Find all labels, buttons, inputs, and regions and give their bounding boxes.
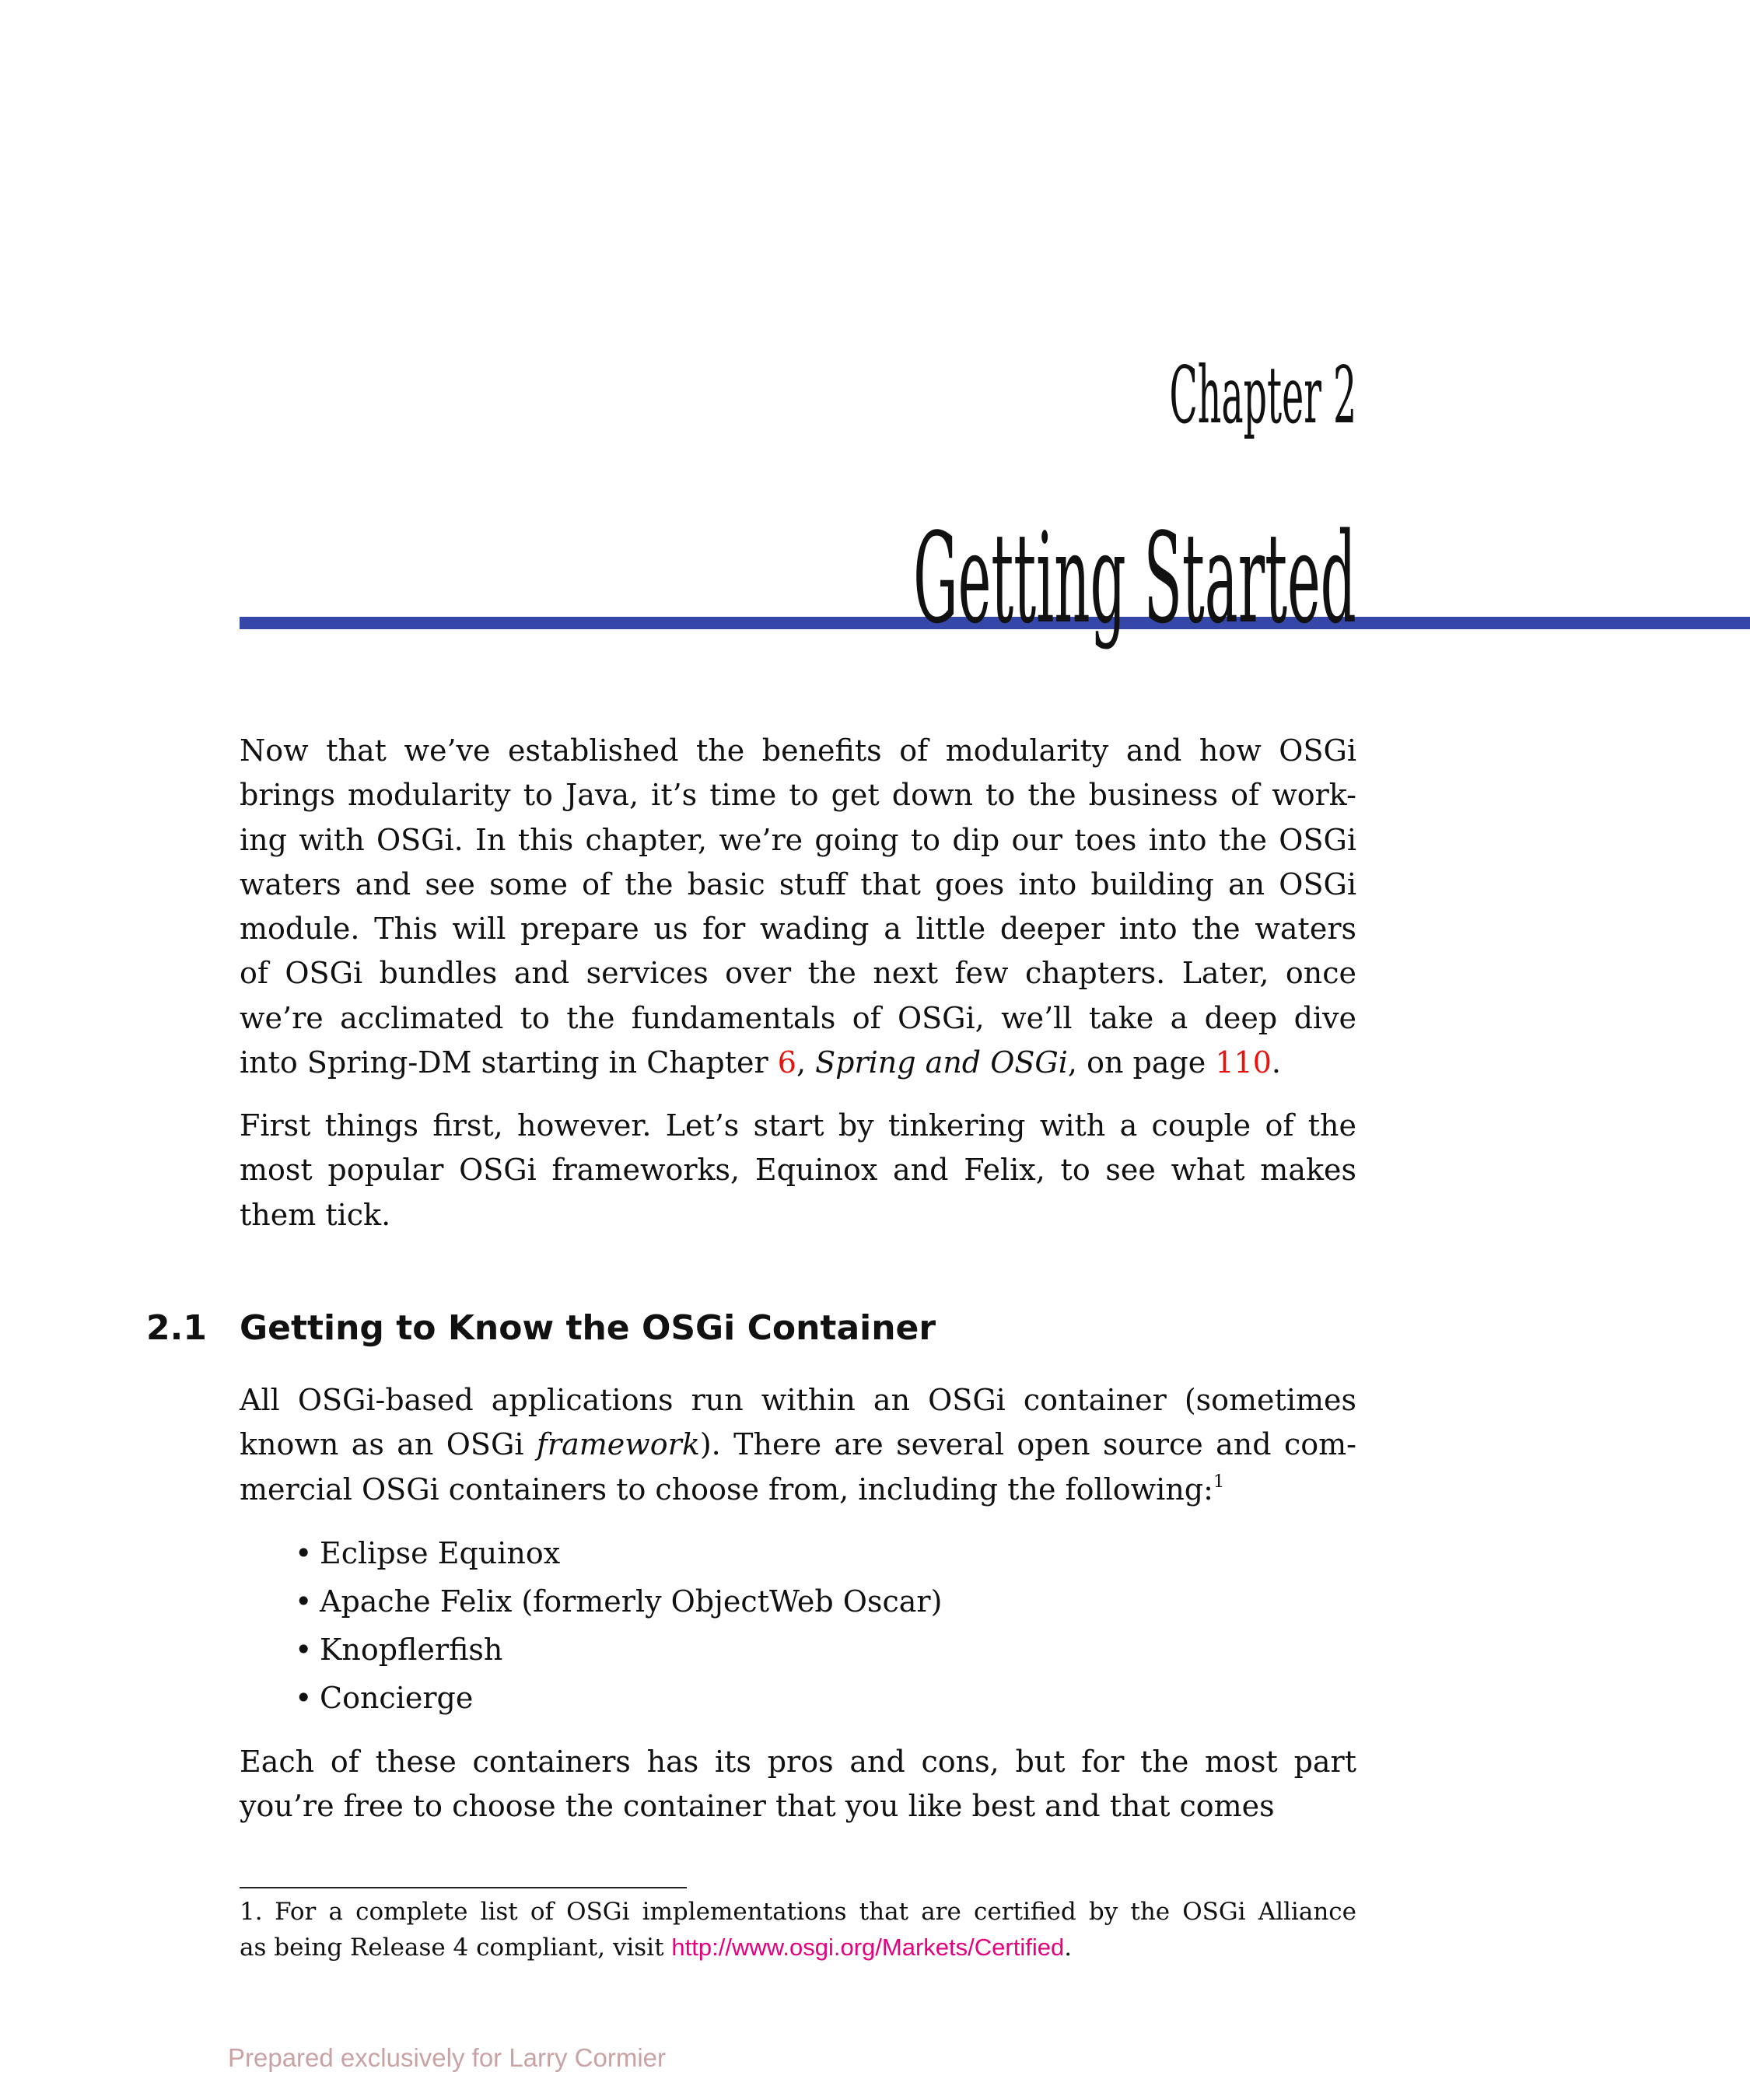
list-item-text: Eclipse Equinox (320, 1536, 561, 1570)
emphasis-text: framework (536, 1427, 700, 1462)
text-run: Now that we’ve established the benefits … (240, 733, 1356, 768)
title-rule (240, 617, 1750, 629)
text-line: brings modularity to Java, it’s time to … (240, 773, 1356, 817)
text-line: 1. For a complete list of OSGi implement… (240, 1895, 1356, 1930)
intro-paragraph: Now that we’ve established the benefits … (240, 729, 1356, 1085)
url-link[interactable]: http://www.osgi.org/Markets/Certified (671, 1934, 1065, 1961)
text-run: module. This will prepare us for wading … (240, 912, 1356, 947)
text-run: Each of these containers has its pros an… (240, 1745, 1356, 1779)
text-run: All OSGi-based applications run within a… (240, 1383, 1356, 1417)
list-item-text: Apache Felix (formerly ObjectWeb Oscar) (320, 1584, 943, 1619)
bullet-icon: • (295, 1681, 313, 1715)
text-line: known as an OSGi framework). There are s… (240, 1423, 1356, 1467)
text-run: you’re free to choose the container that… (240, 1789, 1275, 1824)
bullet-icon: • (295, 1584, 313, 1619)
text-run: 1. For a complete list of OSGi implement… (240, 1898, 1356, 1926)
text-line: you’re free to choose the container that… (240, 1784, 1356, 1829)
text-line: First things first, however. Let’s start… (240, 1104, 1356, 1148)
text-line: them tick. (240, 1193, 1356, 1237)
text-run: as being Release 4 compliant, visit (240, 1934, 672, 1962)
text-run: . (1271, 1045, 1281, 1080)
section-title: Getting to Know the OSGi Container (240, 1308, 936, 1348)
chapter-label: Chapter 2 (1169, 349, 1356, 441)
text-run: them tick. (240, 1197, 391, 1232)
text-line: as being Release 4 compliant, visit http… (240, 1930, 1356, 1965)
text-line: All OSGi-based applications run within a… (240, 1378, 1356, 1423)
bullet-icon: • (295, 1536, 313, 1570)
cross-reference-link[interactable]: 6 (777, 1045, 796, 1080)
text-run: ing with OSGi. In this chapter, we’re go… (240, 822, 1356, 857)
text-line: ing with OSGi. In this chapter, we’re go… (240, 818, 1356, 863)
text-run: brings modularity to Java, it’s time to … (240, 778, 1356, 813)
text-line: Each of these containers has its pros an… (240, 1740, 1356, 1784)
text-run: , (796, 1045, 816, 1080)
watermark: Prepared exclusively for Larry Cormier (228, 2043, 667, 2072)
text-line: into Spring-DM starting in Chapter 6, Sp… (240, 1041, 1356, 1085)
text-run: ). There are several open source and com… (699, 1427, 1356, 1462)
text-line: most popular OSGi frameworks, Equinox an… (240, 1148, 1356, 1192)
text-run: First things first, however. Let’s start… (240, 1108, 1356, 1143)
chapter-title: Getting Started (913, 506, 1356, 651)
bullet-icon: • (295, 1633, 313, 1667)
text-run: into Spring-DM starting in Chapter (240, 1045, 778, 1080)
cross-reference-link[interactable]: 110 (1215, 1045, 1272, 1080)
emphasis-text: Spring and OSGi (815, 1045, 1068, 1080)
cross-reference-link[interactable]: 1 (1213, 1471, 1225, 1492)
list-item-text: Knopflerfish (320, 1633, 503, 1667)
section-number: 2.1 (146, 1308, 207, 1348)
containers-paragraph: All OSGi-based applications run within a… (240, 1378, 1356, 1512)
text-run: . (1064, 1934, 1073, 1962)
footnote-rule (240, 1887, 687, 1888)
text-line: Now that we’ve established the benefits … (240, 729, 1356, 773)
text-run: waters and see some of the basic stuff t… (240, 866, 1356, 901)
text-line: we’re acclimated to the fundamentals of … (240, 996, 1356, 1041)
footnote: 1. For a complete list of OSGi implement… (240, 1895, 1356, 1965)
text-line: waters and see some of the basic stuff t… (240, 863, 1356, 907)
list-item-text: Concierge (320, 1681, 474, 1715)
text-line: mercial OSGi containers to choose from, … (240, 1468, 1356, 1512)
text-run: known as an OSGi (240, 1427, 537, 1462)
text-line: of OSGi bundles and services over the ne… (240, 951, 1356, 996)
pros-cons-paragraph: Each of these containers has its pros an… (240, 1740, 1356, 1829)
text-run: most popular OSGi frameworks, Equinox an… (240, 1153, 1356, 1188)
text-run: , on page (1067, 1045, 1216, 1080)
first-things-paragraph: First things first, however. Let’s start… (240, 1104, 1356, 1237)
text-line: module. This will prepare us for wading … (240, 907, 1356, 951)
text-run: of OSGi bundles and services over the ne… (240, 956, 1356, 991)
text-run: we’re acclimated to the fundamentals of … (240, 1000, 1356, 1035)
text-run: mercial OSGi containers to choose from, … (240, 1472, 1213, 1507)
